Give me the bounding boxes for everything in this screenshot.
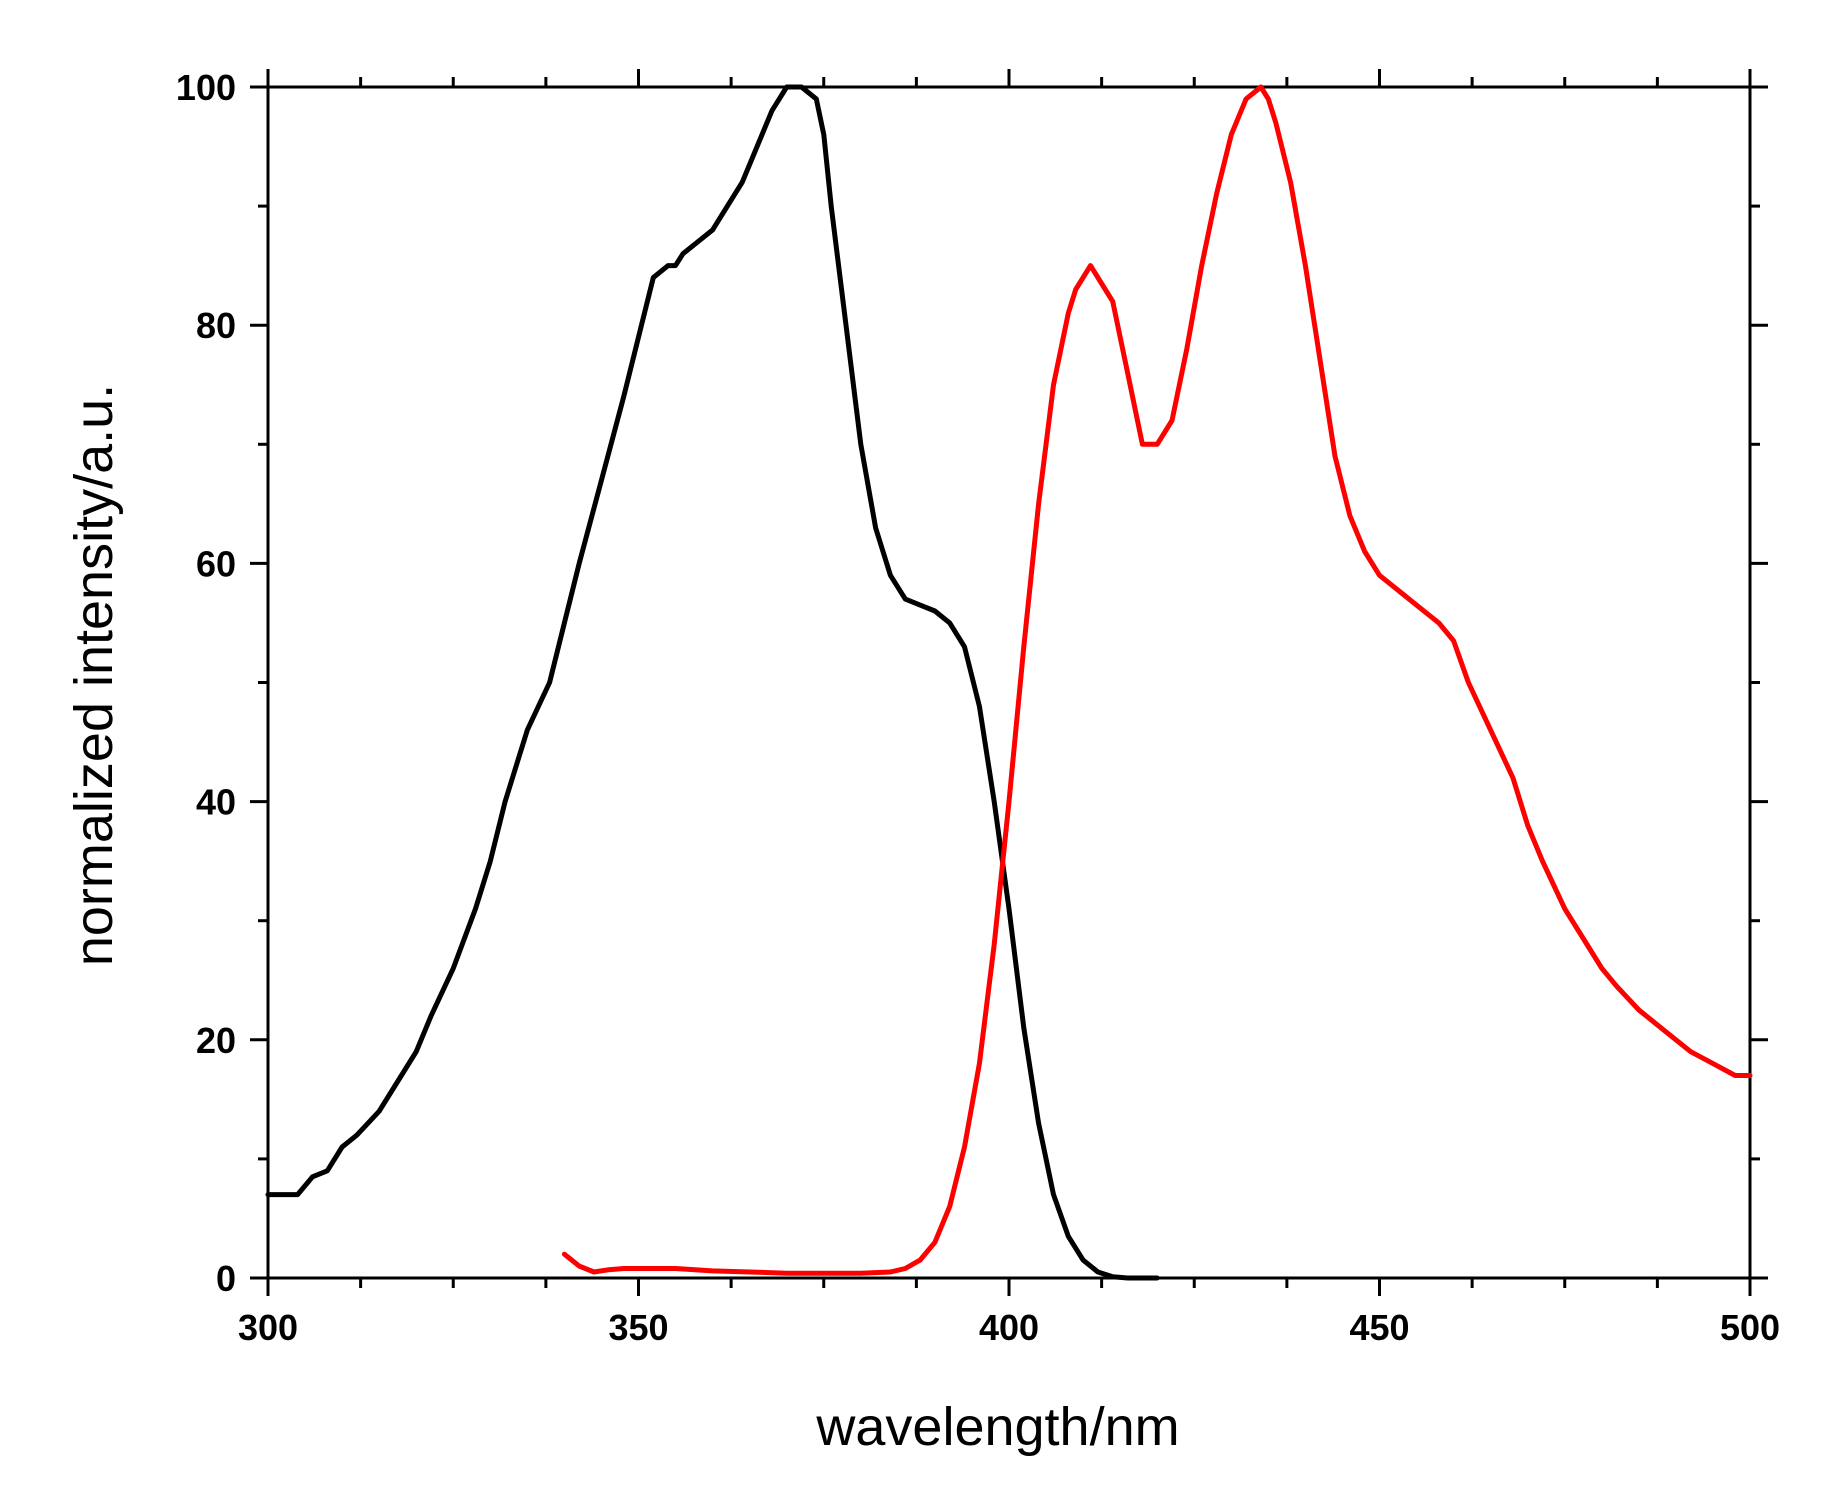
- x-tick-label: 500: [1720, 1307, 1780, 1348]
- data-series: [265, 84, 1753, 1281]
- y-tick-label: 20: [196, 1020, 236, 1061]
- x-tick-label: 400: [979, 1307, 1039, 1348]
- series-line-2: [561, 84, 1753, 1276]
- y-tick-label: 40: [196, 782, 236, 823]
- y-tick-label: 100: [176, 67, 236, 108]
- tick-labels: 300 350 400 450 500 0 20 40 60 80 100: [176, 67, 1780, 1348]
- x-tick-label: 450: [1349, 1307, 1409, 1348]
- plot-frame: [266, 85, 1752, 1280]
- x-axis-label: wavelength/nm: [815, 1397, 1179, 1457]
- y-tick-label: 60: [196, 543, 236, 584]
- x-tick-label: 300: [238, 1307, 298, 1348]
- y-axis-label: normalized intensity/a.u.: [64, 384, 124, 966]
- axis-ticks: [250, 69, 1768, 1296]
- plot-border: [266, 85, 1752, 1280]
- x-tick-label: 350: [608, 1307, 668, 1348]
- y-tick-label: 80: [196, 305, 236, 346]
- series-line-1: [265, 84, 1160, 1281]
- y-tick-label: 0: [216, 1258, 236, 1299]
